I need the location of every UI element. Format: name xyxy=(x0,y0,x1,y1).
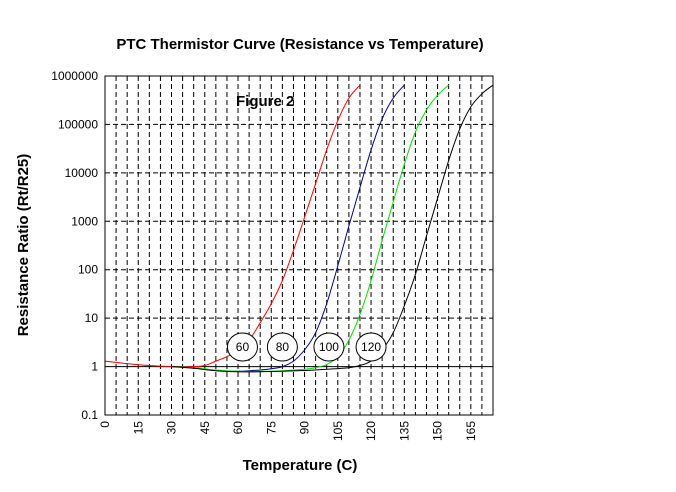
curve-label-circle xyxy=(266,332,298,362)
x-tick-label: 150 xyxy=(431,421,445,441)
y-tick-label: 10 xyxy=(85,311,99,325)
x-tick-label: 30 xyxy=(165,421,179,435)
curve-label-circle xyxy=(226,332,258,362)
curve-label-text: 60 xyxy=(236,340,250,354)
curve-labels: 60 80 100 120 xyxy=(226,332,387,362)
x-tick-label: 45 xyxy=(198,421,212,435)
y-tick-label: 1 xyxy=(91,360,98,374)
series-line-4 xyxy=(171,84,494,373)
curve-label-circle xyxy=(313,332,345,362)
x-tick-label: 15 xyxy=(131,421,145,435)
grid xyxy=(105,76,493,415)
y-tick-label: 100 xyxy=(78,263,98,277)
y-tick-label: 1000 xyxy=(71,214,98,228)
series-line-2 xyxy=(171,84,405,372)
x-tick-label: 135 xyxy=(397,421,411,441)
y-tick-label: 0.1 xyxy=(81,408,98,422)
x-tick-label: 60 xyxy=(231,421,245,435)
figure-annotation: Figure 2 xyxy=(236,93,294,110)
x-tick-label: 75 xyxy=(264,421,278,435)
chart-title: PTC Thermistor Curve (Resistance vs Temp… xyxy=(116,36,483,53)
plot-area xyxy=(104,75,494,416)
y-tick-label: 10000 xyxy=(65,166,99,180)
x-tick-label: 90 xyxy=(298,421,312,435)
curve-label-circle xyxy=(355,332,387,362)
y-tick-label: 100000 xyxy=(58,117,98,131)
curve-label-text: 80 xyxy=(276,340,290,354)
series-line-3 xyxy=(171,84,450,372)
x-tick-label: 0 xyxy=(98,421,112,428)
curve-label-text: 120 xyxy=(361,340,381,354)
x-tick-label: 165 xyxy=(464,421,478,441)
series-line-1 xyxy=(104,84,361,368)
y-tick-label: 1000000 xyxy=(51,69,98,83)
x-tick-label: 120 xyxy=(364,421,378,441)
curve-label-text: 100 xyxy=(319,340,339,354)
x-tick-label: 105 xyxy=(331,421,345,441)
series-lines xyxy=(104,84,494,373)
y-tick-labels: 0.1 1 10 100 1000 10000 100000 1000000 xyxy=(51,69,98,422)
y-axis-label: Resistance Ratio (Rt/R25) xyxy=(15,154,32,337)
x-tick-labels: 0 15 30 45 60 75 90 105 120 135 150 165 xyxy=(98,421,478,441)
x-axis-label: Temperature (C) xyxy=(243,457,358,474)
